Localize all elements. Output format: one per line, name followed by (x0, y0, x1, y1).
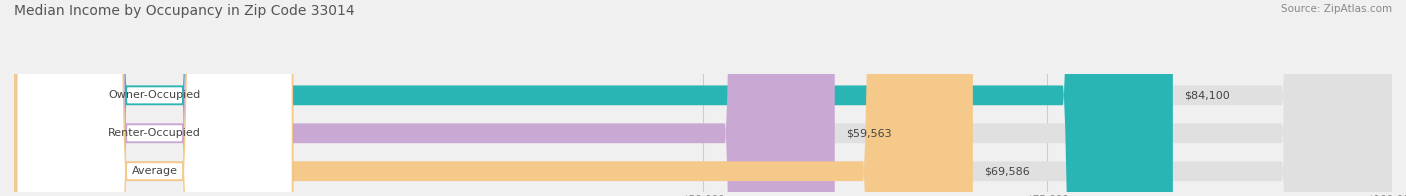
FancyBboxPatch shape (14, 0, 1392, 196)
FancyBboxPatch shape (14, 0, 1392, 196)
FancyBboxPatch shape (14, 0, 973, 196)
FancyBboxPatch shape (17, 0, 292, 196)
Text: Average: Average (132, 166, 177, 176)
Text: $69,586: $69,586 (984, 166, 1029, 176)
FancyBboxPatch shape (17, 0, 292, 196)
Text: $59,563: $59,563 (846, 128, 891, 138)
Text: Source: ZipAtlas.com: Source: ZipAtlas.com (1281, 4, 1392, 14)
FancyBboxPatch shape (14, 0, 1173, 196)
Text: Median Income by Occupancy in Zip Code 33014: Median Income by Occupancy in Zip Code 3… (14, 4, 354, 18)
Text: Renter-Occupied: Renter-Occupied (108, 128, 201, 138)
FancyBboxPatch shape (14, 0, 835, 196)
FancyBboxPatch shape (17, 0, 292, 196)
Text: Owner-Occupied: Owner-Occupied (108, 90, 201, 100)
Text: $84,100: $84,100 (1184, 90, 1230, 100)
FancyBboxPatch shape (14, 0, 1392, 196)
